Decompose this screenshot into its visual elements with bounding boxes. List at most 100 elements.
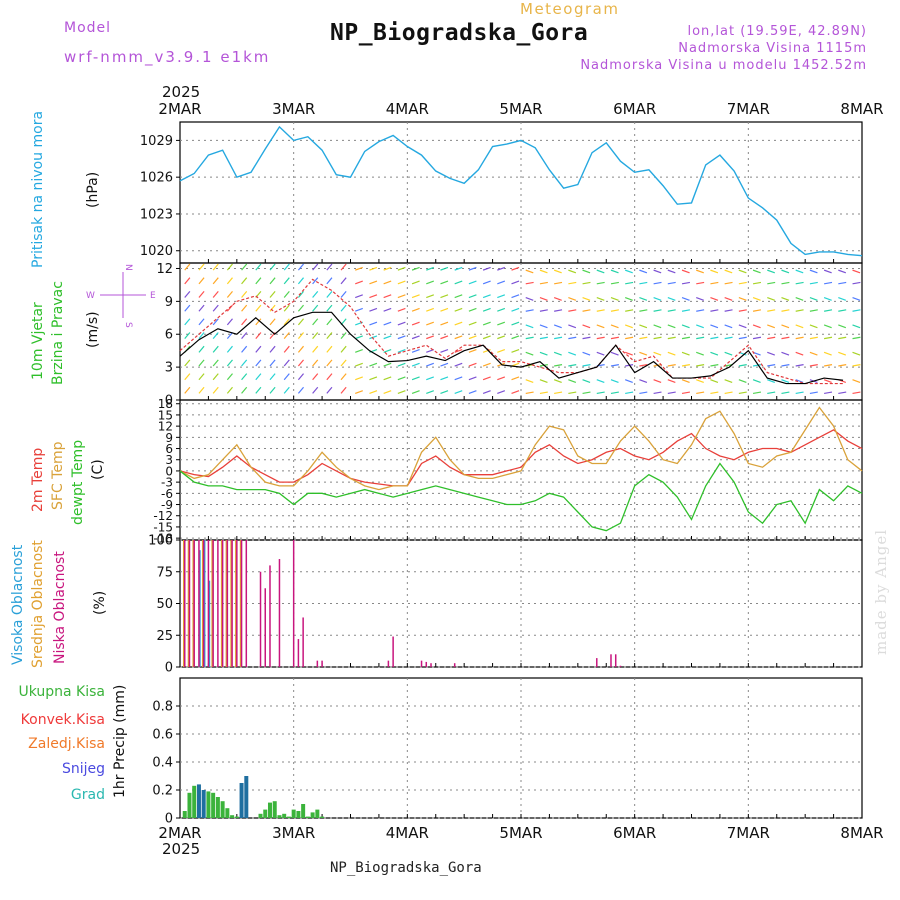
precip-bar	[296, 811, 301, 818]
wind-barb	[681, 281, 691, 285]
precip-bar	[267, 802, 272, 818]
wind-barb	[454, 294, 463, 299]
wind-barb	[226, 291, 233, 298]
wind-barb	[312, 318, 319, 326]
wind-barb	[226, 373, 233, 381]
wind-barb	[212, 304, 219, 312]
wind-barb	[667, 351, 676, 356]
wind-barb	[184, 373, 191, 381]
wind-barb	[639, 391, 648, 395]
wind-barb	[696, 351, 704, 356]
wind-barb	[553, 379, 562, 384]
wind-barb	[468, 266, 477, 271]
wind-barb	[454, 280, 463, 285]
wind-barb	[696, 364, 705, 367]
wind-barb	[596, 269, 605, 274]
wind-barb	[852, 351, 861, 356]
wind-barb	[710, 391, 719, 395]
wind-barb	[809, 309, 818, 312]
wind-barb	[624, 379, 633, 384]
wind-barb	[724, 391, 733, 395]
wind-barb	[582, 269, 591, 274]
wind-barb	[241, 386, 248, 394]
precip-tick-label: 0.2	[152, 784, 173, 799]
wind-barb	[653, 309, 662, 312]
wind-barb	[440, 349, 449, 353]
wind-barb	[681, 296, 690, 301]
wind-barb	[710, 269, 719, 274]
wind-barb	[525, 296, 534, 301]
wind-barb	[568, 296, 577, 301]
wind-barb	[497, 376, 506, 381]
wind-barb	[624, 324, 633, 329]
wind-barb	[369, 321, 378, 326]
wind-barb	[511, 280, 520, 285]
wind-barb	[468, 390, 477, 394]
wind-barb	[369, 307, 378, 312]
wind-barb	[198, 291, 205, 298]
wind-barb	[340, 332, 347, 340]
wind-barb	[198, 386, 205, 394]
wind-barb	[838, 281, 847, 285]
bottom-day-label: 4MAR	[386, 824, 429, 842]
wind-barb	[639, 364, 648, 367]
wind-barb	[454, 390, 463, 394]
clouds-tick-label: 25	[156, 629, 173, 644]
wind-barb	[511, 335, 520, 340]
wind-barb	[497, 349, 506, 353]
wind-barb	[411, 294, 420, 299]
wind-barb	[596, 309, 605, 312]
wind-barb	[752, 309, 762, 312]
pressure-line	[179, 125, 863, 257]
wind-barb	[212, 386, 219, 394]
wind-barb	[681, 351, 690, 356]
wind-barb	[781, 351, 790, 356]
wind-barb	[667, 379, 676, 384]
wind-barb	[340, 291, 347, 298]
precip-bar	[272, 801, 277, 818]
wind-barb	[767, 296, 776, 301]
bottom-year-label: 2025	[162, 840, 200, 858]
bottom-day-label: 2MAR	[158, 824, 201, 842]
wind-barb	[781, 379, 790, 384]
top-day-label: 6MAR	[613, 100, 656, 118]
wind-barb	[525, 336, 534, 340]
wind-barb	[596, 281, 605, 285]
precip-bar	[263, 809, 268, 818]
wind-barb	[809, 364, 818, 367]
wind-barb	[326, 359, 333, 367]
wind-barb	[198, 332, 205, 340]
top-day-label: 8MAR	[840, 100, 883, 118]
wind-barb	[653, 324, 662, 329]
wind-barb	[795, 391, 804, 395]
wind-barb	[283, 304, 290, 312]
wind-barb	[710, 324, 719, 329]
wind-barb	[454, 266, 463, 271]
wind-barb	[283, 318, 290, 326]
precip-bar	[286, 816, 291, 818]
wind-barb	[383, 335, 392, 340]
wind-barb	[525, 281, 534, 285]
wind-barb	[482, 376, 491, 381]
wind-barb	[397, 307, 406, 312]
wind-barb	[297, 291, 305, 298]
pressure-tick-label: 1020	[140, 244, 173, 259]
wind-frame	[179, 262, 863, 401]
wind-barb	[610, 281, 619, 285]
temperature-tick-label: -9	[161, 498, 173, 512]
wind-barb	[312, 304, 319, 312]
wind-barb	[852, 269, 861, 274]
wind-barb	[653, 379, 662, 384]
wind-barb	[312, 277, 319, 285]
precip-bar	[211, 792, 216, 818]
wind-barb	[241, 291, 248, 298]
wind-barb	[226, 277, 233, 285]
precip-bar	[220, 801, 225, 818]
wind-barb	[795, 351, 804, 356]
wind-barb	[610, 351, 619, 356]
wind-barb	[482, 294, 491, 299]
wind-barb	[255, 263, 262, 271]
wind-barb	[738, 391, 747, 395]
cloud-axis-label-1: Visoka Oblacnost	[10, 544, 26, 665]
wind-tick-label: 6	[165, 328, 173, 343]
